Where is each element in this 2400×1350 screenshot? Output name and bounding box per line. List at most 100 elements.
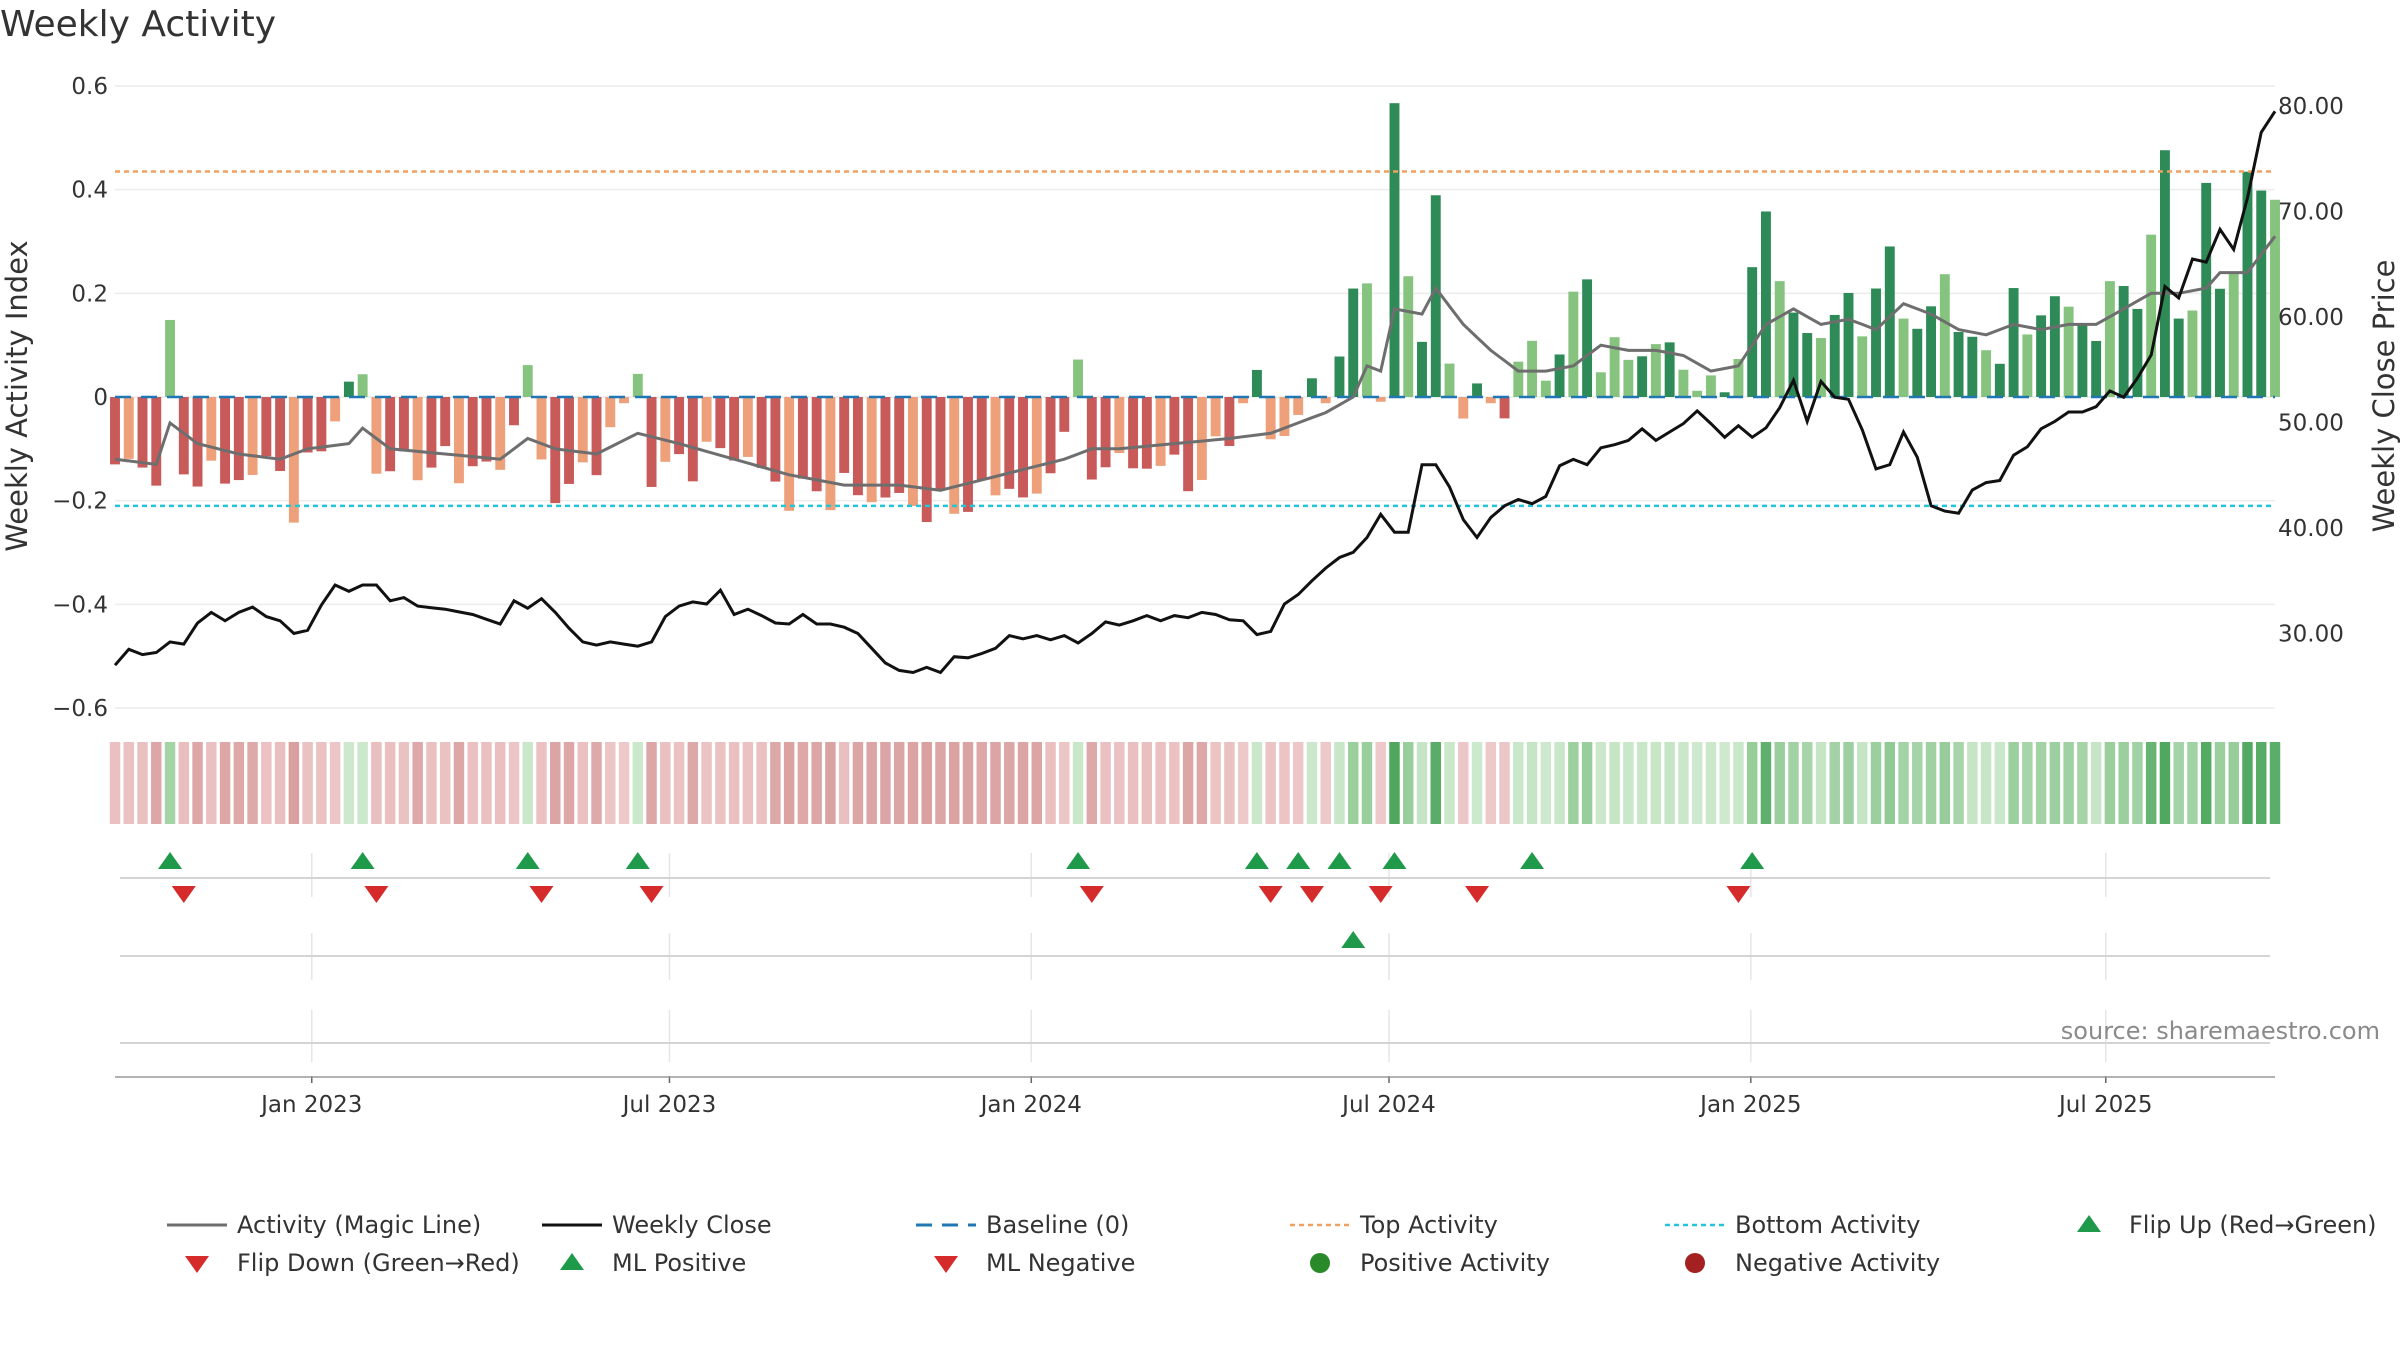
heat-strip-cell xyxy=(990,742,1001,824)
heat-strip-cell xyxy=(494,742,506,824)
legend-label: Top Activity xyxy=(1359,1211,1498,1239)
heat-strip-cell xyxy=(825,742,836,824)
heat-strip-cell xyxy=(1403,742,1414,824)
heat-strip-cell xyxy=(1100,742,1111,824)
heat-strip-cell xyxy=(1815,742,1827,824)
activity-bar xyxy=(1802,333,1813,397)
activity-bar xyxy=(440,397,451,447)
activity-bar xyxy=(1650,344,1661,397)
activity-bar xyxy=(770,397,781,482)
heat-strip-cell xyxy=(1292,742,1304,824)
activity-bar xyxy=(1637,356,1648,397)
activity-bar xyxy=(1430,195,1441,397)
heat-strip-cell xyxy=(2049,742,2061,824)
activity-bar xyxy=(1761,211,1771,397)
heat-strip-cell xyxy=(1994,742,2006,824)
flip-down-marker xyxy=(639,886,664,903)
activity-bar xyxy=(509,397,519,426)
activity-bar xyxy=(2146,234,2157,397)
heat-strip-cell xyxy=(1636,742,1648,824)
activity-bar xyxy=(742,397,753,457)
activity-bar xyxy=(1568,291,1579,397)
legend-swatch xyxy=(2077,1215,2101,1232)
ml-positive-marker xyxy=(1341,931,1366,948)
legend-label: Negative Activity xyxy=(1735,1249,1940,1277)
activity-bar xyxy=(646,397,657,487)
activity-bar xyxy=(1595,372,1606,397)
activity-bar xyxy=(1265,397,1276,440)
activity-bar xyxy=(935,397,946,490)
heat-strip-cell xyxy=(274,742,286,824)
heat-strip-cell xyxy=(1980,742,1992,824)
heat-strip-cell xyxy=(935,742,946,824)
heat-strip-cell xyxy=(1912,742,1923,824)
activity-bar xyxy=(687,397,698,482)
activity-bar xyxy=(1086,397,1097,480)
y-axis-title-right: Weekly Close Price xyxy=(2367,260,2400,533)
heat-strip-cell xyxy=(1843,742,1854,824)
legend-swatch xyxy=(1685,1253,1705,1273)
activity-bar xyxy=(371,397,382,474)
activity-bar xyxy=(2173,318,2184,397)
activity-bar xyxy=(632,373,643,397)
heat-strip-cell xyxy=(178,742,190,824)
heat-strip-cell xyxy=(206,742,217,824)
heat-strip-cell xyxy=(1857,742,1868,824)
heat-strip-cell xyxy=(1389,742,1400,824)
heat-strip-cell xyxy=(1059,742,1070,824)
heat-strip-cell xyxy=(1719,742,1730,824)
activity-bar xyxy=(1540,380,1551,397)
activity-bar xyxy=(839,397,850,473)
legend-label: Positive Activity xyxy=(1360,1249,1550,1277)
activity-bar xyxy=(1128,397,1139,469)
activity-bar xyxy=(1816,338,1826,397)
y-tick-label-right: 50.00 xyxy=(2278,411,2344,437)
activity-bar xyxy=(1059,397,1070,432)
activity-bar xyxy=(2187,310,2198,397)
heat-strip-cell xyxy=(1760,742,1772,824)
activity-bar xyxy=(990,397,1001,496)
flip-up-marker xyxy=(1740,852,1765,869)
y-tick-label-left: −0.6 xyxy=(52,696,108,722)
activity-bar xyxy=(2104,281,2115,397)
x-tick-label: Jan 2024 xyxy=(979,1092,1082,1118)
activity-bar xyxy=(1857,336,1868,397)
activity-bar xyxy=(275,397,286,471)
heat-strip-cell xyxy=(2242,742,2253,824)
activity-bar xyxy=(481,397,492,462)
activity-bar xyxy=(1554,354,1565,397)
activity-bar xyxy=(825,397,836,511)
flip-up-marker xyxy=(1066,852,1091,869)
series-lines xyxy=(113,110,2277,675)
activity-bar xyxy=(1692,390,1703,397)
heat-strip-cell xyxy=(1526,742,1538,824)
heat-strip-cell xyxy=(2090,742,2102,824)
legend: Activity (Magic Line) Weekly Close Baselin… xyxy=(167,1211,2377,1277)
heat-strip-cell xyxy=(151,742,162,824)
activity-bar xyxy=(1018,397,1028,498)
activity-bar xyxy=(1582,279,1593,397)
heat-strip-cell xyxy=(742,742,754,824)
heat-strip-cell xyxy=(866,742,877,824)
flip-up-marker xyxy=(158,852,183,869)
x-tick-label: Jan 2025 xyxy=(1698,1092,1801,1118)
legend-label: Flip Up (Red→Green) xyxy=(2129,1211,2377,1239)
legend-swatch xyxy=(1310,1253,1330,1273)
heat-strip-cell xyxy=(288,742,300,824)
heat-strip-cell xyxy=(1898,742,1909,824)
heat-strip-cell xyxy=(618,742,630,824)
activity-bar xyxy=(357,374,368,397)
heat-strip-cell xyxy=(921,742,932,824)
heat-strip-cell xyxy=(247,742,258,824)
activity-bar xyxy=(467,397,478,467)
heat-strip-cell xyxy=(316,742,327,824)
activity-bar xyxy=(1141,397,1152,469)
activity-bar xyxy=(288,397,299,523)
heat-strip-cell xyxy=(1306,742,1318,824)
activity-bar xyxy=(385,397,396,472)
activity-bar xyxy=(976,397,987,480)
heat-strip-cell xyxy=(1939,742,1951,824)
heat-strip-cell xyxy=(1334,742,1345,824)
y-tick-label-left: 0.6 xyxy=(71,74,108,100)
activity-bar xyxy=(784,397,795,511)
